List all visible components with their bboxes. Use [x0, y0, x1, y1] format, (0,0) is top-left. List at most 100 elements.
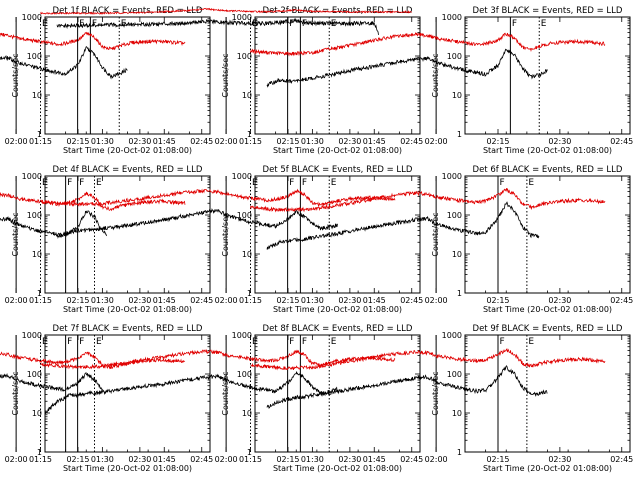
panel-det-6: Det 6f BLACK = Events, RED = LLD11010010…	[239, 165, 633, 314]
y-tick-label: 1000	[232, 172, 252, 181]
x-axis-label: Start Time (20-Oct-02 01:08:00)	[273, 146, 402, 155]
y-tick-label: 1	[457, 289, 462, 298]
y-tick-label: 1000	[232, 331, 252, 340]
plot-frame	[254, 334, 421, 453]
marker-label: F	[289, 19, 294, 29]
plot-frame	[464, 175, 631, 294]
marker-label: F	[302, 337, 307, 347]
x-tick-label: 02:15	[276, 455, 299, 464]
y-tick-label: 10	[452, 250, 462, 259]
y-axis-label: Counts/sec	[11, 371, 20, 415]
x-tick-label: 01:30	[301, 455, 324, 464]
marker-label: E	[331, 337, 337, 347]
y-tick-label: 10	[32, 250, 42, 259]
panel-title: Det 7f BLACK = Events, RED = LLD	[53, 324, 203, 334]
panel-title: Det 4f BLACK = Events, RED = LLD	[53, 165, 203, 175]
y-axis-label: Counts/sec	[221, 53, 230, 97]
events-series-line	[0, 371, 103, 392]
x-tick-label: 02:00	[5, 455, 28, 464]
x-axis-label: Start Time (20-Oct-02 01:08:00)	[273, 464, 402, 473]
x-tick-label: 02:00	[425, 455, 448, 464]
panel-det-9: Det 9f BLACK = Events, RED = LLD 1 10 100 10…	[239, 324, 633, 473]
x-tick-label: 02:15	[66, 137, 89, 146]
x-tick-label: 02:45	[400, 455, 423, 464]
marker-label: E	[96, 178, 102, 188]
marker-label: E	[42, 19, 48, 29]
y-tick-label: 100	[27, 211, 42, 220]
x-tick-label: 01:45	[363, 137, 386, 146]
x-tick-label: 02:30	[128, 455, 151, 464]
panel-title: Det 1f BLACK = Events, RED = LLD	[53, 6, 203, 16]
y-tick-label: 1000	[22, 172, 42, 181]
y-tick-label: 1000	[22, 13, 42, 22]
y-tick-label: 1	[247, 289, 252, 298]
x-tick-label: 02:15	[66, 455, 89, 464]
x-tick-label: 02:30	[338, 296, 361, 305]
marker-label: F	[500, 178, 505, 188]
y-tick-label: 1	[37, 448, 42, 457]
y-tick-label: 1000	[442, 172, 462, 181]
y-tick-label: 100	[447, 211, 462, 220]
plot-frame	[44, 175, 211, 294]
x-tick-label: 01:30	[301, 137, 324, 146]
marker-label: E	[252, 19, 258, 29]
x-tick-label: 01:15	[239, 455, 262, 464]
y-axis-label: Counts/sec	[11, 212, 20, 256]
x-axis-label: Start Time (20-Oct-02 01:08:00)	[483, 464, 612, 473]
x-tick-label: 01:30	[91, 455, 114, 464]
events-series-line	[266, 201, 540, 250]
y-axis-label: Counts/sec	[221, 371, 230, 415]
x-tick-label: 02:00	[425, 296, 448, 305]
x-tick-label: 02:45	[610, 137, 633, 146]
x-tick-label: 01:45	[153, 455, 176, 464]
marker-label: E	[252, 337, 258, 347]
panel-title: Det 8f BLACK = Events, RED = LLD	[263, 324, 413, 334]
y-tick-label: 10	[242, 91, 252, 100]
lld-series-line	[0, 351, 186, 370]
plot-frame	[254, 16, 421, 135]
marker-label: E	[252, 178, 258, 188]
y-tick-label: 10	[32, 409, 42, 418]
y-tick-label: 10	[242, 409, 252, 418]
x-axis-label: Start Time (20-Oct-02 01:08:00)	[63, 464, 192, 473]
y-tick-label: 100	[237, 370, 252, 379]
y-tick-label: 1	[247, 448, 252, 457]
x-tick-label: 01:30	[91, 137, 114, 146]
y-axis-label: Counts/sec	[221, 212, 230, 256]
x-axis-label: Start Time (20-Oct-02 01:08:00)	[63, 146, 192, 155]
marker-label: E	[121, 19, 127, 29]
x-tick-label: 02:00	[215, 455, 238, 464]
marker-label: E	[541, 19, 547, 29]
y-tick-label: 10	[242, 250, 252, 259]
x-tick-label: 01:45	[153, 296, 176, 305]
events-series-line	[266, 365, 548, 409]
y-tick-label: 1000	[22, 331, 42, 340]
marker-label: E	[96, 337, 102, 347]
marker-label: F	[79, 337, 84, 347]
panel-title: Det 3f BLACK = Events, RED = LLD	[473, 6, 623, 16]
y-tick-label: 10	[452, 409, 462, 418]
y-tick-label: 100	[447, 52, 462, 61]
x-tick-label: 01:15	[239, 296, 262, 305]
y-tick-label: 100	[27, 370, 42, 379]
x-tick-label: 01:45	[363, 455, 386, 464]
marker-label: E	[42, 337, 48, 347]
y-tick-label: 100	[237, 52, 252, 61]
panel-det-4: Det 4f BLACK = Events, RED = LLD 1 10 100 10…	[0, 165, 213, 314]
x-tick-label: 01:15	[29, 455, 52, 464]
x-tick-label: 02:30	[338, 455, 361, 464]
x-tick-label: 02:45	[610, 455, 633, 464]
x-tick-label: 02:00	[5, 137, 28, 146]
events-series-line	[56, 208, 338, 239]
x-tick-label: 02:15	[486, 296, 509, 305]
y-tick-label: 1	[457, 130, 462, 139]
marker-label: E	[42, 178, 48, 188]
x-tick-label: 02:45	[400, 296, 423, 305]
x-tick-label: 01:15	[29, 137, 52, 146]
panel-det-7: Det 7f BLACK = Events, RED = LLD 1 10 100 10…	[0, 324, 213, 473]
panel-title: Det 6f BLACK = Events, RED = LLD	[473, 165, 623, 175]
lld-series-line	[0, 31, 186, 51]
panel-title: Det 9f BLACK = Events, RED = LLD	[473, 324, 623, 334]
lld-series-line	[250, 348, 606, 371]
